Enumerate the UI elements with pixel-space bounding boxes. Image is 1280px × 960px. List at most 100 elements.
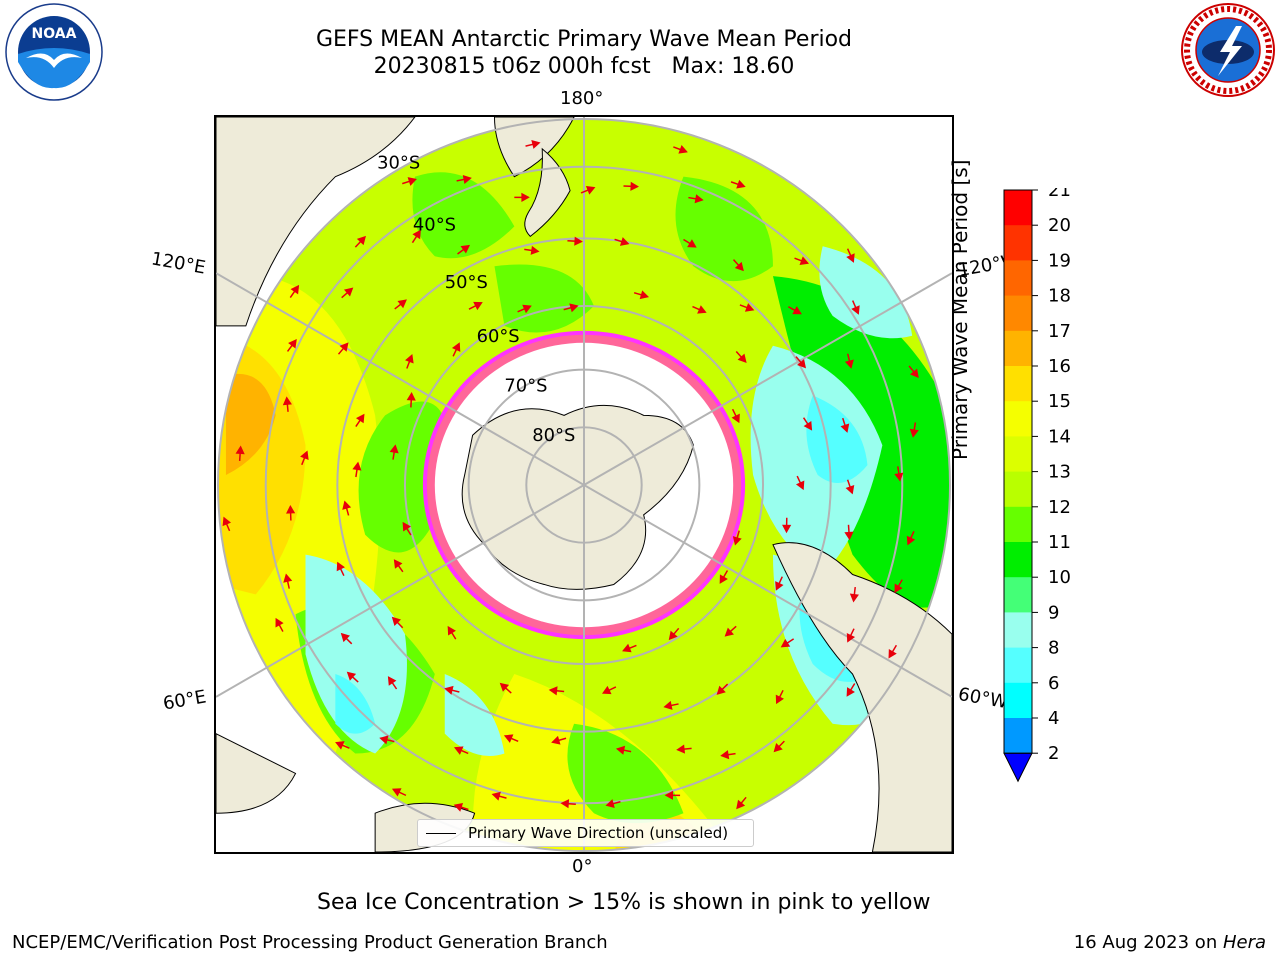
chart-subtitle: 20230815 t06z 000h fcst Max: 18.60 — [373, 54, 795, 79]
wave-direction-arrow — [623, 181, 639, 191]
colorbar-tick-label: 10 — [1048, 567, 1071, 588]
wave-direction-arrow — [336, 561, 345, 576]
wave-direction-arrow — [731, 408, 740, 424]
colorbar-segment — [1004, 190, 1032, 226]
wave-direction-arrow — [468, 301, 483, 311]
wave-direction-arrow — [300, 450, 309, 466]
wave-direction-arrow — [716, 683, 729, 695]
colorbar-tick-label: 19 — [1048, 250, 1071, 271]
map-legend: Primary Wave Direction (unscaled) — [417, 819, 754, 847]
wave-direction-arrow — [551, 735, 567, 745]
lon-label-0: 0° — [572, 856, 593, 877]
wave-direction-arrow — [491, 791, 507, 801]
wave-direction-arrow — [560, 799, 576, 809]
colorbar-segment — [1004, 612, 1032, 649]
sea-ice-caption: Sea Ice Concentration > 15% is shown in … — [317, 890, 931, 915]
lat-label-70s: 70°S — [504, 376, 547, 397]
wave-direction-arrow — [379, 735, 395, 745]
colorbar-segment — [1004, 577, 1032, 613]
noaa-logo-text: NOAA — [32, 26, 77, 42]
lat-label-50s: 50°S — [445, 272, 488, 293]
colorbar-segment — [1004, 647, 1032, 684]
wave-period-field: 30°S 40°S 50°S 60°S 70°S 80°S — [216, 117, 952, 852]
wave-direction-arrow — [614, 237, 630, 246]
wave-direction-arrow — [355, 413, 365, 427]
wave-direction-arrow — [235, 445, 245, 462]
wave-direction-arrow — [719, 570, 729, 584]
colorbar-tick-label: 11 — [1048, 532, 1071, 553]
lon-label-60e: 60°E — [161, 686, 208, 715]
colorbar-segment — [1004, 718, 1032, 754]
wave-direction-arrow — [794, 256, 810, 265]
wave-direction-arrow — [688, 194, 704, 204]
legend-line-icon — [426, 832, 456, 834]
wave-direction-arrow — [567, 236, 583, 246]
colorbar-tick-label: 21 — [1048, 188, 1071, 201]
wave-direction-arrow — [444, 685, 460, 695]
wave-direction-arrow — [894, 579, 903, 594]
nws-logo-icon — [1181, 3, 1275, 97]
polar-map: 30°S 40°S 50°S 60°S 70°S 80°S Primary Wa… — [214, 115, 954, 854]
wave-direction-arrow — [775, 576, 784, 591]
colorbar: 21 20 19 18 17 16 15 14 13 12 11 10 9 8 6 4 2 — [1003, 188, 1071, 783]
colorbar-tick-label: 20 — [1048, 215, 1071, 236]
lat-label-80s: 80°S — [532, 425, 575, 446]
wave-direction-arrow — [735, 350, 747, 363]
lat-label-30s: 30°S — [377, 153, 420, 174]
wave-direction-arrow — [514, 192, 530, 202]
legend-label: Primary Wave Direction (unscaled) — [468, 824, 729, 842]
footer-host: Hera — [1222, 932, 1266, 953]
colorbar-segment — [1004, 401, 1032, 437]
noaa-logo-icon: NOAA — [5, 3, 103, 101]
lat-label-60s: 60°S — [477, 326, 520, 347]
wave-direction-arrow — [346, 671, 359, 683]
colorbar-segment — [1004, 436, 1032, 473]
wave-direction-arrow — [503, 734, 519, 743]
colorbar-segment — [1004, 506, 1032, 543]
wave-direction-arrow — [780, 638, 795, 648]
wave-direction-arrow — [393, 559, 404, 573]
lon-label-120e: 120°E — [149, 248, 208, 279]
wave-direction-arrow — [909, 422, 919, 438]
wave-direction-arrow — [844, 524, 854, 541]
wave-direction-arrow — [354, 235, 366, 248]
wave-direction-arrow — [633, 290, 650, 300]
wave-direction-arrow — [692, 305, 707, 314]
wave-direction-arrow — [342, 500, 352, 516]
wave-direction-arrow — [402, 177, 417, 186]
wave-direction-arrow — [795, 356, 807, 369]
wave-direction-arrow — [335, 741, 350, 750]
wave-direction-arrow — [683, 238, 697, 248]
wave-direction-arrow — [730, 179, 746, 189]
wave-direction-arrow — [775, 690, 784, 705]
wave-direction-arrow — [601, 685, 617, 695]
wave-direction-arrow — [391, 788, 407, 797]
wave-direction-arrow — [739, 303, 755, 312]
wave-direction-arrow — [732, 530, 742, 546]
wave-direction-arrow — [499, 682, 512, 694]
wave-direction-arrow — [524, 245, 540, 255]
footer-date-text: 16 Aug 2023 on — [1073, 932, 1223, 953]
wave-direction-arrow — [846, 248, 855, 263]
wave-direction-arrow — [845, 479, 855, 495]
wave-direction-arrow — [851, 300, 860, 315]
colorbar-segment — [1004, 366, 1032, 402]
colorbar-segment — [1004, 330, 1032, 367]
colorbar-tick-label: 8 — [1048, 638, 1059, 659]
wave-direction-arrow — [391, 616, 404, 629]
wave-direction-arrow — [787, 306, 802, 315]
wave-direction-arrow — [676, 744, 692, 754]
wave-direction-arrow — [517, 304, 532, 314]
wave-direction-arrow — [673, 145, 688, 154]
wave-direction-arrow — [411, 229, 421, 244]
footer-date: 16 Aug 2023 on Hera — [1074, 932, 1266, 953]
wave-direction-arrow — [773, 740, 785, 753]
colorbar-tick-label: 4 — [1048, 708, 1059, 729]
wave-direction-arrow — [906, 531, 916, 546]
colorbar-segment — [1004, 225, 1032, 261]
wave-direction-arrow — [451, 342, 461, 357]
wave-direction-arrow — [795, 475, 805, 491]
wave-direction-arrow — [456, 174, 472, 185]
colorbar-tick-label: 17 — [1048, 321, 1071, 342]
wave-direction-arrow — [732, 259, 744, 272]
